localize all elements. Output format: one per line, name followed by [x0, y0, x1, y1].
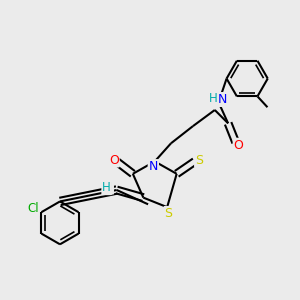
Text: H: H [208, 92, 217, 105]
Text: O: O [234, 139, 244, 152]
Text: S: S [195, 154, 203, 166]
Text: H: H [104, 181, 113, 194]
Text: H: H [102, 181, 111, 194]
Text: Cl: Cl [27, 202, 39, 215]
Text: O: O [109, 154, 119, 166]
Text: S: S [165, 207, 172, 220]
Text: N: N [148, 160, 158, 173]
Text: N: N [218, 93, 228, 106]
